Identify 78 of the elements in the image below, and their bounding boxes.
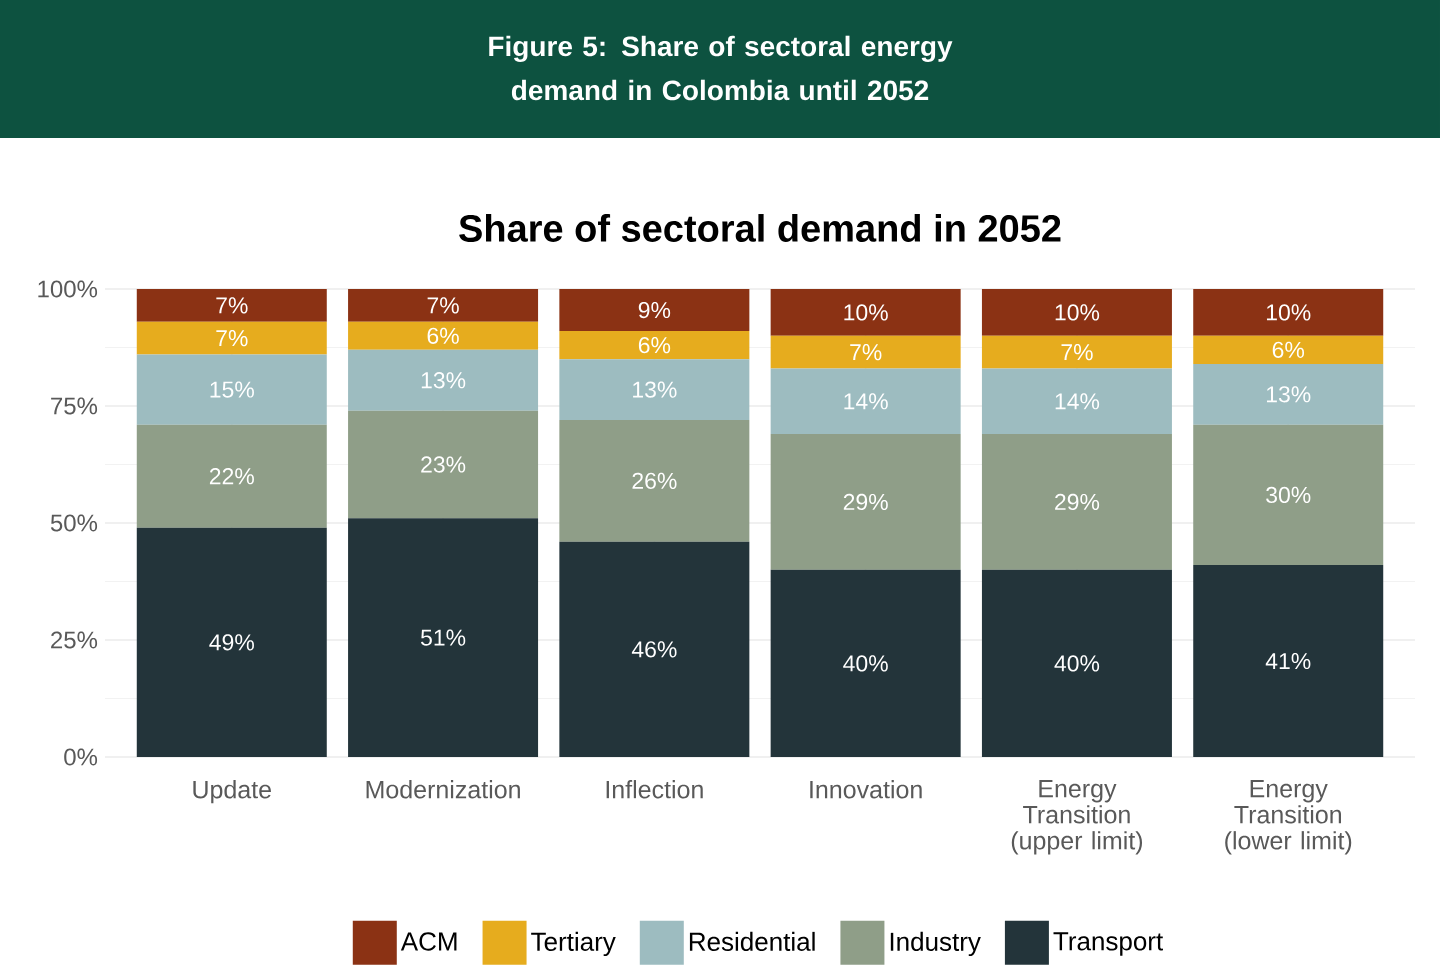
data-label: 7% [216,330,248,347]
data-label: 13% [633,381,677,398]
bar [1193,565,1384,757]
data-label: 46% [631,641,677,658]
bar [981,368,1172,435]
bar [1193,289,1384,336]
data-label: 7% [427,297,459,314]
data-label: 6% [427,327,459,344]
data-label: 10% [1266,304,1311,321]
bar [770,289,961,336]
bar [770,335,961,369]
bar [348,410,539,519]
data-label: 22% [209,468,254,485]
bar [559,420,750,542]
data-label: 29% [1055,493,1100,511]
legend-label: Transport [1053,932,1163,956]
x-tick-label: Modernization [366,780,520,799]
data-label: 14% [844,393,888,410]
data-label: 7% [850,344,882,361]
bar [136,289,327,322]
bar [348,518,539,757]
bar [559,331,750,360]
data-label: 29% [843,493,888,511]
data-label: 40% [1054,655,1100,672]
bar [770,368,961,435]
data-label: 6% [638,337,671,354]
data-label: 7% [1061,344,1093,361]
data-label: 9% [638,301,671,319]
y-tick-label: 25% [51,631,98,649]
bar [559,541,750,757]
bar [559,289,750,332]
bar [348,289,539,322]
data-label: 51% [420,629,466,646]
bar [348,321,539,350]
y-tick-label: 0% [64,748,98,766]
data-label: 41% [1265,653,1311,670]
bar [981,335,1172,369]
data-label: 14% [1055,393,1100,410]
bar [981,569,1172,757]
chart-title: Figure 5: Share of sectoral energy demand in Colombia until 2052 [489,35,953,101]
chart-subtitle: Share of sectoral demand in 2052 [459,214,1061,242]
y-tick-label: 50% [50,514,98,532]
bar [1193,424,1384,566]
y-tick-label: 100% [38,280,98,298]
bar [770,434,961,570]
data-label: 13% [421,372,466,389]
data-label: 15% [210,381,254,398]
bar [1193,335,1384,364]
bar [348,349,539,411]
data-label: 6% [1272,341,1305,358]
data-label: 13% [1266,386,1311,403]
bar [1193,363,1384,425]
legend-label: Tertiary [531,931,616,957]
data-label: 49% [209,634,254,651]
bar [981,434,1172,570]
x-tick-label: Update [193,780,271,804]
data-label: 26% [632,472,677,490]
data-label: 23% [421,456,466,473]
x-tick-label: Energy Transition (upper limit) [1011,780,1143,855]
data-label: 10% [844,304,888,321]
x-tick-label: Inflection [606,780,703,799]
bar [136,527,327,757]
bar [559,359,750,421]
bar [981,289,1172,336]
x-tick-label: Innovation [810,780,922,799]
legend-label: Industry [890,931,981,957]
legend-label: ACM [400,932,457,951]
data-label: 30% [1266,486,1311,504]
bar [136,424,327,528]
legend-label: Residential [689,931,815,951]
bar [136,354,327,425]
data-label: 10% [1055,304,1100,321]
y-tick-label: 75% [51,397,98,415]
bar [136,321,327,355]
bar [770,569,961,757]
data-label: 7% [216,297,248,314]
x-tick-label: Energy Transition (lower limit) [1225,780,1352,855]
data-label: 40% [843,655,888,672]
